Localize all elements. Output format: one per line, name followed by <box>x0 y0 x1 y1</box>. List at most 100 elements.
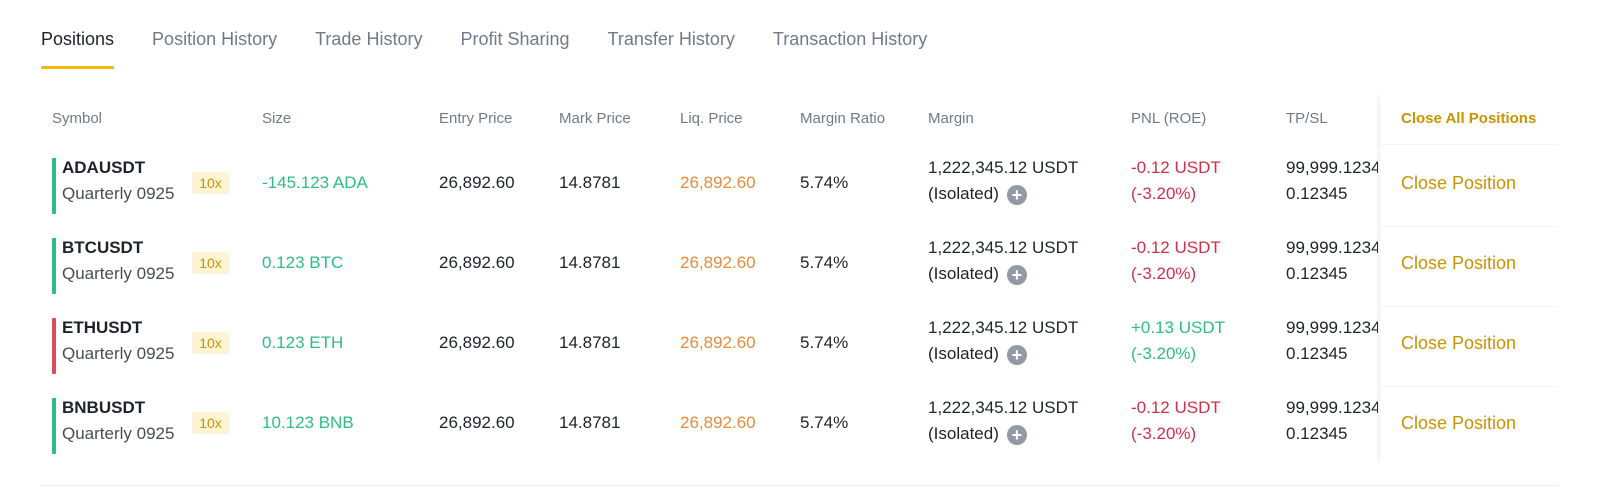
side-indicator <box>52 398 56 454</box>
stop-loss-value[interactable]: 0.12345 <box>1286 264 1348 283</box>
take-profit-clip: 99,999.12345 <box>1286 238 1378 264</box>
liq-price: 26,892.60 <box>680 333 756 352</box>
contract-type: Quarterly 0925 <box>62 264 175 283</box>
mark-price: 14.8781 <box>559 173 621 192</box>
tab-transaction-history[interactable]: Transaction History <box>772 29 928 49</box>
entry-price: 26,892.60 <box>439 173 515 192</box>
row-divider <box>1380 226 1558 227</box>
roe-value: (-3.20%) <box>1131 264 1197 283</box>
position-size: 10.123 BNB <box>262 413 354 432</box>
margin-mode: (Isolated) <box>928 184 999 203</box>
pnl-value: +0.13 USDT <box>1131 318 1226 337</box>
leverage-badge: 10x <box>192 172 229 194</box>
margin-mode: (Isolated) <box>928 344 999 363</box>
symbol-name[interactable]: ADAUSDT <box>62 158 146 177</box>
tab-transfer-history[interactable]: Transfer History <box>607 29 735 49</box>
row-divider <box>1380 306 1558 307</box>
column-header-size: Size <box>262 110 292 127</box>
take-profit-value[interactable]: 99,999.12345 <box>1286 398 1378 417</box>
margin-amount: 1,222,345.12 USDT <box>928 398 1079 417</box>
mark-price: 14.8781 <box>559 253 621 272</box>
add-margin-icon[interactable]: + <box>1006 264 1027 285</box>
margin-ratio: 5.74% <box>800 173 849 192</box>
row-divider <box>1380 144 1558 145</box>
side-indicator <box>52 158 56 214</box>
stop-loss-value[interactable]: 0.12345 <box>1286 424 1348 443</box>
margin-mode-group: (Isolated) + <box>928 344 1027 365</box>
close-position-button[interactable]: Close Position <box>1401 333 1517 353</box>
side-indicator <box>52 238 56 294</box>
row-divider <box>1380 386 1558 387</box>
roe-value: (-3.20%) <box>1131 424 1197 443</box>
tab-bar: Positions Position History Trade History… <box>41 0 965 72</box>
add-margin-icon[interactable]: + <box>1006 184 1027 205</box>
mark-price: 14.8781 <box>559 333 621 352</box>
pnl-value: -0.12 USDT <box>1131 398 1221 417</box>
entry-price: 26,892.60 <box>439 413 515 432</box>
margin-mode-group: (Isolated) + <box>928 184 1027 205</box>
take-profit-clip: 99,999.12345 <box>1286 398 1378 424</box>
column-header-margin-ratio: Margin Ratio <box>800 110 886 127</box>
column-header-tpsl: TP/SL <box>1286 110 1328 127</box>
margin-ratio: 5.74% <box>800 333 849 352</box>
tab-position-history[interactable]: Position History <box>152 29 278 49</box>
contract-type: Quarterly 0925 <box>62 344 175 363</box>
symbol-name[interactable]: BTCUSDT <box>62 238 144 257</box>
pnl-value: -0.12 USDT <box>1131 158 1221 177</box>
table-row: ETHUSDT Quarterly 0925 10x 0.123 ETH 26,892.… <box>0 306 1600 386</box>
margin-mode: (Isolated) <box>928 264 999 283</box>
stop-loss-value[interactable]: 0.12345 <box>1286 344 1348 363</box>
symbol-name[interactable]: BNBUSDT <box>62 398 146 417</box>
contract-type: Quarterly 0925 <box>62 184 175 203</box>
margin-amount: 1,222,345.12 USDT <box>928 318 1079 337</box>
symbol-name[interactable]: ETHUSDT <box>62 318 143 337</box>
table-row: ADAUSDT Quarterly 0925 10x -145.123 ADA 26,8… <box>0 146 1600 226</box>
tab-positions[interactable]: Positions <box>41 0 115 72</box>
margin-ratio: 5.74% <box>800 253 849 272</box>
column-header-mark-price: Mark Price <box>559 110 631 127</box>
margin-mode: (Isolated) <box>928 424 999 443</box>
margin-amount: 1,222,345.12 USDT <box>928 238 1079 257</box>
close-position-button[interactable]: Close Position <box>1401 173 1517 193</box>
contract-type: Quarterly 0925 <box>62 424 175 443</box>
take-profit-clip: 99,999.12345 <box>1286 158 1378 184</box>
margin-mode-group: (Isolated) + <box>928 264 1027 285</box>
position-size: 0.123 BTC <box>262 253 344 272</box>
table-row: BTCUSDT Quarterly 0925 10x 0.123 BTC 26,892.… <box>0 226 1600 306</box>
column-header-margin: Margin <box>928 110 974 127</box>
roe-value: (-3.20%) <box>1131 344 1197 363</box>
table-bottom-divider <box>41 485 1558 486</box>
liq-price: 26,892.60 <box>680 173 756 192</box>
close-position-button[interactable]: Close Position <box>1401 413 1517 433</box>
take-profit-clip: 99,999.12345 <box>1286 318 1378 344</box>
roe-value: (-3.20%) <box>1131 184 1197 203</box>
liq-price: 26,892.60 <box>680 413 756 432</box>
margin-amount: 1,222,345.12 USDT <box>928 158 1079 177</box>
pnl-value: -0.12 USDT <box>1131 238 1221 257</box>
take-profit-value[interactable]: 99,999.12345 <box>1286 238 1378 257</box>
position-size: 0.123 ETH <box>262 333 344 352</box>
add-margin-icon[interactable]: + <box>1006 424 1027 445</box>
mark-price: 14.8781 <box>559 413 621 432</box>
column-header-pnl: PNL (ROE) <box>1131 110 1207 127</box>
table-row: BNBUSDT Quarterly 0925 10x 10.123 BNB 26,892… <box>0 386 1600 466</box>
column-header-entry-price: Entry Price <box>439 110 513 127</box>
column-header-liq-price: Liq. Price <box>680 110 743 127</box>
leverage-badge: 10x <box>192 252 229 274</box>
leverage-badge: 10x <box>192 332 229 354</box>
add-margin-icon[interactable]: + <box>1006 344 1027 365</box>
close-all-positions-button[interactable]: Close All Positions <box>1401 110 1537 127</box>
tab-profit-sharing[interactable]: Profit Sharing <box>460 29 570 49</box>
margin-mode-group: (Isolated) + <box>928 424 1027 445</box>
position-size: -145.123 ADA <box>262 173 368 192</box>
entry-price: 26,892.60 <box>439 253 515 272</box>
liq-price: 26,892.60 <box>680 253 756 272</box>
margin-ratio: 5.74% <box>800 413 849 432</box>
tab-trade-history[interactable]: Trade History <box>315 29 423 49</box>
take-profit-value[interactable]: 99,999.12345 <box>1286 318 1378 337</box>
stop-loss-value[interactable]: 0.12345 <box>1286 184 1348 203</box>
take-profit-value[interactable]: 99,999.12345 <box>1286 158 1378 177</box>
close-position-button[interactable]: Close Position <box>1401 253 1517 273</box>
side-indicator <box>52 318 56 374</box>
leverage-badge: 10x <box>192 412 229 434</box>
